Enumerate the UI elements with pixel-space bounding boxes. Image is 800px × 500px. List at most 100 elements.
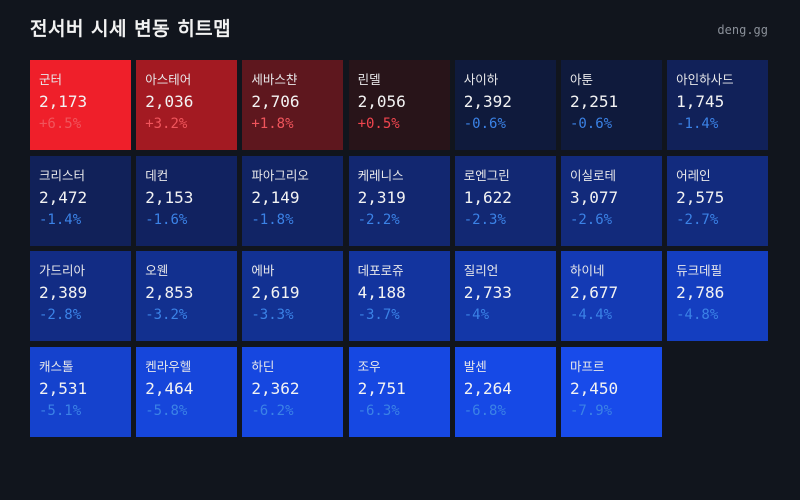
server-name: 데포로쥬 — [357, 263, 404, 278]
heatmap-cell[interactable]: 질리언 2,733 -4% — [454, 251, 556, 341]
server-name: 하이네 — [569, 263, 605, 278]
server-price: 2,056 — [357, 92, 406, 111]
server-name: 아스테어 — [145, 72, 192, 87]
server-name: 하딘 — [251, 358, 275, 374]
server-name: 크리스터 — [39, 167, 86, 183]
price-change: -0.6% — [463, 116, 506, 132]
server-name: 아인하사드 — [676, 72, 734, 87]
server-name: 로엔그린 — [463, 167, 510, 183]
server-price: 2,173 — [39, 92, 88, 111]
price-change: -2.3% — [463, 211, 506, 228]
server-price: 2,264 — [463, 378, 512, 398]
price-change: -2.6% — [569, 211, 613, 228]
price-change: -2.2% — [357, 211, 400, 228]
price-change: -1.4% — [676, 116, 719, 132]
server-name: 이실로테 — [569, 167, 616, 183]
price-change: -3.3% — [251, 307, 294, 323]
server-name: 군터 — [39, 72, 63, 87]
price-change: -4.8% — [676, 307, 719, 323]
server-price: 2,853 — [145, 283, 194, 302]
server-name: 질리언 — [463, 263, 499, 278]
server-name: 캐스톨 — [39, 358, 74, 374]
heatmap-cell[interactable]: 크리스터 2,472 -1.4% — [30, 155, 131, 246]
page-title: 전서버 시세 변동 히트맵 — [30, 18, 232, 40]
price-change: -4% — [463, 307, 490, 323]
server-price: 2,472 — [39, 187, 88, 207]
server-price: 2,450 — [569, 378, 619, 398]
heatmap-cell[interactable]: 군터 2,173 +6.5% — [30, 60, 131, 150]
heatmap-cell[interactable]: 이실로테 3,077 -2.6% — [560, 155, 662, 246]
server-price: 2,319 — [357, 187, 406, 207]
heatmap-cell[interactable]: 사이하 2,392 -0.6% — [454, 60, 556, 150]
heatmap-cell[interactable]: 아스테어 2,036 +3.2% — [136, 60, 238, 150]
server-name: 가드리아 — [39, 263, 86, 278]
heatmap-cell[interactable]: 아인하사드 1,745 -1.4% — [667, 60, 769, 150]
heatmap-cell[interactable]: 가드리아 2,389 -2.8% — [30, 251, 131, 341]
heatmap-cell[interactable]: 린델 2,056 +0.5% — [348, 60, 450, 150]
server-name: 조우 — [357, 358, 381, 374]
price-change: -5.1% — [39, 402, 82, 419]
server-price: 2,464 — [145, 378, 194, 398]
server-price: 2,149 — [251, 187, 300, 207]
server-price: 2,153 — [145, 187, 194, 207]
server-price: 4,188 — [357, 283, 406, 302]
heatmap-cell[interactable]: 데컨 2,153 -1.6% — [136, 155, 238, 246]
server-price: 2,786 — [676, 283, 725, 302]
price-change: -4.4% — [569, 307, 613, 323]
server-price: 1,622 — [463, 187, 512, 207]
heatmap-cell[interactable]: 마프르 2,450 -7.9% — [560, 346, 662, 437]
heatmap-cell[interactable]: 아툰 2,251 -0.6% — [560, 60, 662, 150]
price-change: -1.4% — [39, 211, 82, 228]
heatmap-cell[interactable]: 오웬 2,853 -3.2% — [136, 251, 238, 341]
server-price: 3,077 — [569, 187, 619, 207]
heatmap-cell[interactable]: 데포로쥬 4,188 -3.7% — [348, 251, 450, 341]
price-change: -7.9% — [569, 402, 613, 419]
heatmap-cell[interactable]: 세바스챤 2,706 +1.8% — [242, 60, 344, 150]
server-name: 마프르 — [569, 358, 605, 374]
price-change: -2.8% — [39, 307, 82, 323]
price-change: -0.6% — [569, 116, 613, 132]
price-change: +1.8% — [251, 116, 294, 132]
heatmap-cell[interactable]: 캐스톨 2,531 -5.1% — [30, 346, 131, 437]
heatmap-cell[interactable]: 케레니스 2,319 -2.2% — [348, 155, 450, 246]
server-name: 듀크데필 — [676, 263, 723, 278]
server-price: 2,036 — [145, 92, 194, 111]
heatmap-cell[interactable]: 조우 2,751 -6.3% — [348, 346, 450, 437]
heatmap-cell[interactable]: 어레인 2,575 -2.7% — [667, 155, 769, 246]
price-change: -3.7% — [357, 307, 400, 323]
server-name: 파아그리오 — [251, 167, 309, 183]
heatmap-cell[interactable]: 하이네 2,677 -4.4% — [560, 251, 662, 341]
server-price: 2,575 — [676, 187, 725, 207]
server-price: 1,745 — [676, 92, 725, 111]
server-name: 오웬 — [145, 263, 169, 278]
heatmap-cell[interactable]: 켄라우헬 2,464 -5.8% — [136, 346, 238, 437]
server-name: 발센 — [463, 358, 487, 374]
heatmap-cell[interactable]: 로엔그린 1,622 -2.3% — [454, 155, 556, 246]
heatmap-grid: 군터 2,173 +6.5% 아스테어 2,036 +3.2% 세바스챤 2,7… — [30, 60, 769, 437]
server-name: 사이하 — [463, 72, 499, 87]
server-name: 데컨 — [145, 167, 169, 183]
price-change: -1.8% — [251, 211, 294, 228]
price-change: -6.2% — [251, 402, 294, 419]
server-price: 2,751 — [357, 378, 406, 398]
price-change: -3.2% — [145, 307, 188, 323]
price-change: -2.7% — [676, 211, 719, 228]
server-price: 2,389 — [39, 283, 88, 302]
server-name: 아툰 — [569, 72, 593, 87]
heatmap-cell[interactable]: 파아그리오 2,149 -1.8% — [242, 155, 344, 246]
server-name: 린델 — [357, 72, 381, 87]
price-change: -6.8% — [463, 402, 506, 419]
server-price: 2,362 — [251, 378, 300, 398]
server-name: 켄라우헬 — [145, 358, 192, 374]
brand-label: deng.gg — [717, 23, 768, 37]
heatmap-cell[interactable]: 발센 2,264 -6.8% — [454, 346, 556, 437]
heatmap-cell[interactable]: 에바 2,619 -3.3% — [242, 251, 344, 341]
server-price: 2,392 — [463, 92, 512, 111]
heatmap-cell[interactable]: 듀크데필 2,786 -4.8% — [667, 251, 769, 341]
heatmap-cell[interactable]: 하딘 2,362 -6.2% — [242, 346, 344, 437]
price-change: +6.5% — [39, 116, 82, 132]
price-change: +3.2% — [145, 116, 188, 132]
server-price: 2,251 — [569, 92, 619, 111]
price-change: +0.5% — [357, 116, 400, 132]
price-change: -5.8% — [145, 402, 188, 419]
